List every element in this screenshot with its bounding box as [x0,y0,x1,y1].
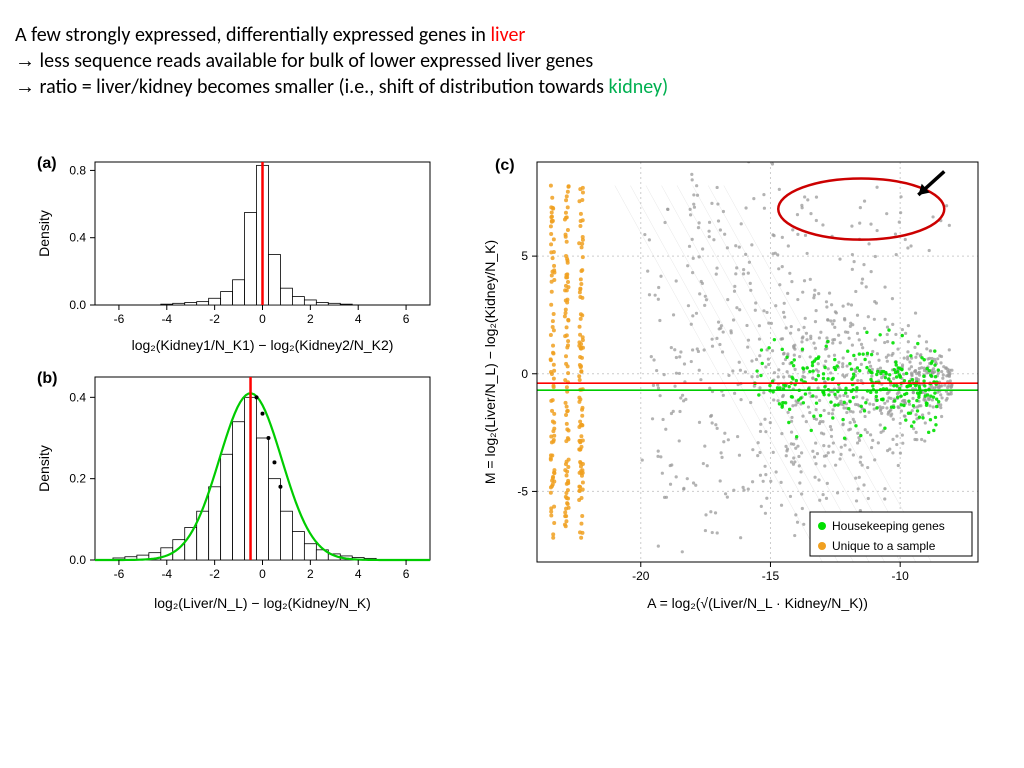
line1-text: A few strongly expressed, differentially… [15,23,490,47]
svg-text:6: 6 [403,312,410,326]
svg-text:2: 2 [307,567,314,581]
svg-text:4: 4 [355,567,362,581]
svg-text:A = log₂(√(Liver/N_L · Kidney/: A = log₂(√(Liver/N_L · Kidney/N_K)) [647,595,868,611]
svg-text:(a): (a) [37,155,57,172]
svg-text:0.2: 0.2 [69,472,86,486]
svg-text:M = log₂(Liver/N_L) − log₂(Kid: M = log₂(Liver/N_L) − log₂(Kidney/N_K) [482,240,498,484]
liver-word: liver [490,23,525,47]
panel-b: (b) -6 -4 -2 0 2 4 6 0.0 0.2 0.4 log₂(Liver/N_L) − … [25,365,445,620]
svg-text:(c): (c) [495,157,515,174]
svg-text:4: 4 [355,312,362,326]
line3-text: ratio = liver/kidney becomes smaller (i.… [40,75,609,99]
arrow1: → [15,50,35,72]
svg-text:-6: -6 [114,312,125,326]
svg-text:Unique to a sample: Unique to a sample [832,539,936,553]
svg-text:5: 5 [521,249,528,263]
svg-text:-5: -5 [517,484,528,498]
svg-text:log₂(Kidney1/N_K1) − log₂(Kidn: log₂(Kidney1/N_K1) − log₂(Kidney2/N_K2) [132,337,394,353]
svg-text:Housekeeping genes: Housekeeping genes [832,519,945,533]
svg-text:0.8: 0.8 [69,163,86,177]
panel-c: (c) -20 -15 -10 -5 0 5 A = log₂(√(Liver/N_L · K… [475,150,990,620]
svg-text:-2: -2 [209,567,220,581]
svg-text:-15: -15 [762,569,780,583]
svg-text:(b): (b) [37,370,57,387]
svg-text:0: 0 [521,367,528,381]
svg-text:0.0: 0.0 [69,553,86,567]
svg-text:-4: -4 [161,312,172,326]
kidney-word: kidney) [609,75,669,99]
svg-text:-4: -4 [161,567,172,581]
svg-text:0: 0 [259,312,266,326]
svg-text:Density: Density [36,210,52,257]
svg-text:-20: -20 [632,569,650,583]
line2-text: less sequence reads available for bulk o… [40,49,594,73]
svg-text:0.4: 0.4 [69,231,86,245]
svg-text:-2: -2 [209,312,220,326]
svg-text:0.0: 0.0 [69,298,86,312]
panel-a: (a) -6 -4 -2 0 2 4 6 0.0 0.4 0.8 log₂(Kidney1/N_K1)… [25,150,445,360]
svg-text:6: 6 [403,567,410,581]
svg-text:0.4: 0.4 [69,390,86,404]
svg-text:log₂(Liver/N_L) − log₂(Kidney/: log₂(Liver/N_L) − log₂(Kidney/N_K) [154,595,371,611]
svg-text:2: 2 [307,312,314,326]
svg-text:0: 0 [259,567,266,581]
svg-text:-10: -10 [892,569,910,583]
arrow2: → [15,76,35,98]
svg-text:Density: Density [36,445,52,492]
svg-text:-6: -6 [114,567,125,581]
